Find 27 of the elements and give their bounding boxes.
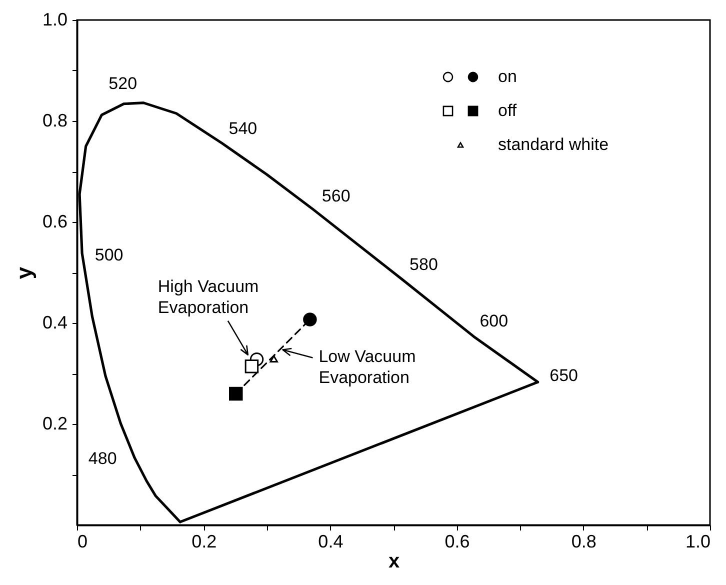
annotation: 480 xyxy=(88,448,117,468)
x-axis-title: x xyxy=(388,550,400,572)
annotation: 650 xyxy=(550,366,578,386)
x-tick-label: 0.2 xyxy=(192,532,217,552)
point xyxy=(270,355,278,363)
x-tick-label: 0.4 xyxy=(318,532,344,552)
y-tick-label: 0.8 xyxy=(42,110,68,130)
x-tick-label: 1.0 xyxy=(685,532,710,552)
y-tick-label: 0.4 xyxy=(42,312,68,332)
y-tick-label: 0.6 xyxy=(42,212,68,232)
legend-label: off xyxy=(498,101,517,120)
y-tick-label: 0.2 xyxy=(42,414,68,434)
x-tick-label: 0 xyxy=(78,532,88,552)
annotation: 500 xyxy=(94,245,124,264)
y-axis-title: y xyxy=(11,266,36,280)
annotation: 600 xyxy=(480,312,508,331)
legend-label: standard white xyxy=(498,135,609,154)
annotation: 520 xyxy=(108,74,138,93)
x-tick-label: 0.8 xyxy=(571,532,596,552)
y-tick-label: 1.0 xyxy=(42,10,68,30)
legend-label: on xyxy=(498,67,517,86)
annotation: 580 xyxy=(410,255,438,274)
annotation: 560 xyxy=(322,186,350,206)
annotation: Low Vacuum Evaporation xyxy=(318,346,416,387)
x-tick-label: 0.6 xyxy=(444,532,470,552)
annotation: High Vacuum Evaporation xyxy=(158,276,259,317)
annotation: 540 xyxy=(228,119,258,138)
